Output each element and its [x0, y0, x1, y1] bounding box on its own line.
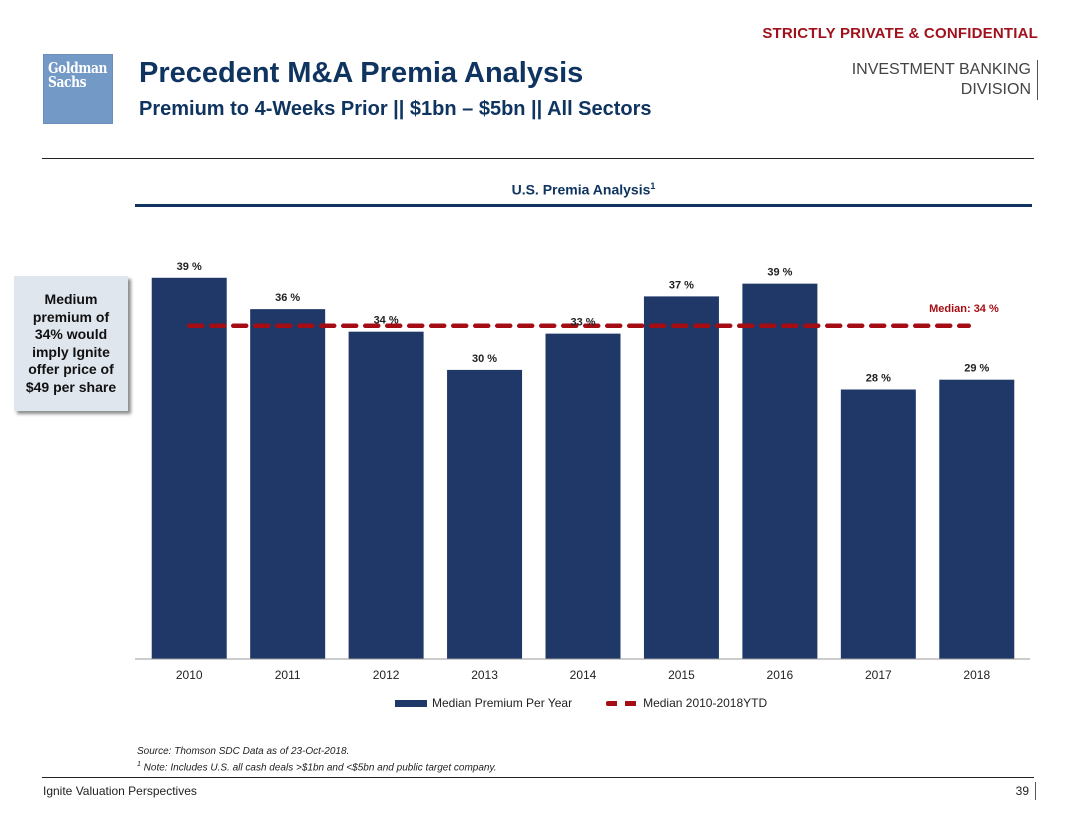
x-tick-2015: 2015 — [668, 668, 695, 682]
x-tick-2016: 2016 — [767, 668, 794, 682]
division-line-1: INVESTMENT BANKING — [851, 61, 1031, 78]
page-title: Precedent M&A Premia Analysis — [139, 57, 584, 89]
x-tick-2018: 2018 — [963, 668, 990, 682]
data-labels-group: 39 % 36 % 34 % 30 % 33 % 37 % 39 % 28 % 29 % — [177, 261, 990, 385]
chart-title-rule — [135, 204, 1032, 207]
bar-2011 — [250, 309, 326, 659]
data-label-2018: 29 % — [964, 363, 989, 375]
division-label: INVESTMENT BANKING DIVISION — [852, 60, 1038, 100]
median-line-group: Median: 34 % — [186, 303, 999, 329]
chart-notes: Source: Thomson SDC Data as of 23-Oct-20… — [137, 745, 497, 774]
page-subtitle: Premium to 4-Weeks Prior || $1bn – $5bn … — [139, 98, 652, 120]
bar-2017 — [840, 389, 916, 659]
chart-legend: Median Premium Per Year Median 2010-2018… — [395, 696, 767, 710]
legend-bar-label: Median Premium Per Year — [432, 696, 573, 710]
footnote-mark: 1 — [137, 761, 141, 768]
bar-2014 — [545, 333, 621, 659]
premium-callout-box: Medium premium of 34% would imply Ignite… — [14, 276, 128, 411]
data-label-2011: 36 % — [275, 292, 300, 304]
legend-median-label: Median 2010-2018YTD — [643, 696, 768, 710]
legend-bar-swatch — [395, 699, 427, 707]
data-label-2010: 39 % — [177, 261, 202, 273]
data-label-2012: 34 % — [374, 315, 399, 327]
x-tick-2010: 2010 — [176, 668, 203, 682]
x-tick-labels-group: 2010 2011 2012 2013 2014 2015 2016 2017 2018 — [176, 668, 991, 682]
footer-document-title: Ignite Valuation Perspectives — [43, 784, 197, 798]
page-number: 39 — [1016, 782, 1036, 800]
data-label-2013: 30 % — [472, 353, 497, 365]
bars-group — [151, 277, 1015, 659]
division-line-2: DIVISION — [960, 81, 1031, 98]
chart-title: U.S. Premia Analysis1 — [135, 181, 1032, 198]
goldman-sachs-logo: Goldman Sachs — [43, 54, 113, 124]
x-tick-2011: 2011 — [275, 668, 301, 682]
bar-2015 — [643, 296, 719, 659]
data-label-2015: 37 % — [669, 279, 694, 291]
chart-title-text: U.S. Premia Analysis — [511, 181, 651, 198]
x-tick-2012: 2012 — [373, 668, 400, 682]
chart-title-footnote: 1 — [650, 181, 656, 191]
bar-2013 — [447, 369, 523, 659]
x-tick-2013: 2013 — [471, 668, 498, 682]
bar-2016 — [742, 283, 818, 659]
source-note: Source: Thomson SDC Data as of 23-Oct-20… — [137, 746, 350, 757]
header-divider — [42, 158, 1034, 159]
logo-line-1: Goldman — [48, 59, 108, 77]
data-label-2014: 33 % — [570, 317, 595, 329]
bar-2012 — [348, 331, 424, 659]
x-tick-2017: 2017 — [865, 668, 892, 682]
legend-dash-swatch — [606, 700, 639, 706]
callout-text: Medium premium of 34% would imply Ignite… — [25, 291, 117, 395]
confidentiality-banner: STRICTLY PRIVATE & CONFIDENTIAL — [762, 25, 1038, 42]
data-label-2016: 39 % — [767, 267, 792, 279]
data-label-2017: 28 % — [866, 373, 891, 385]
logo-line-2: Sachs — [48, 73, 87, 91]
bar-2010 — [151, 277, 227, 659]
median-label: Median: 34 % — [929, 303, 999, 315]
footer-divider — [42, 777, 1034, 778]
footnote: 1 Note: Includes U.S. all cash deals >$1… — [137, 758, 497, 774]
footnote-text: Note: Includes U.S. all cash deals >$1bn… — [140, 762, 497, 774]
bar-2018 — [939, 379, 1015, 659]
x-tick-2014: 2014 — [570, 668, 597, 682]
